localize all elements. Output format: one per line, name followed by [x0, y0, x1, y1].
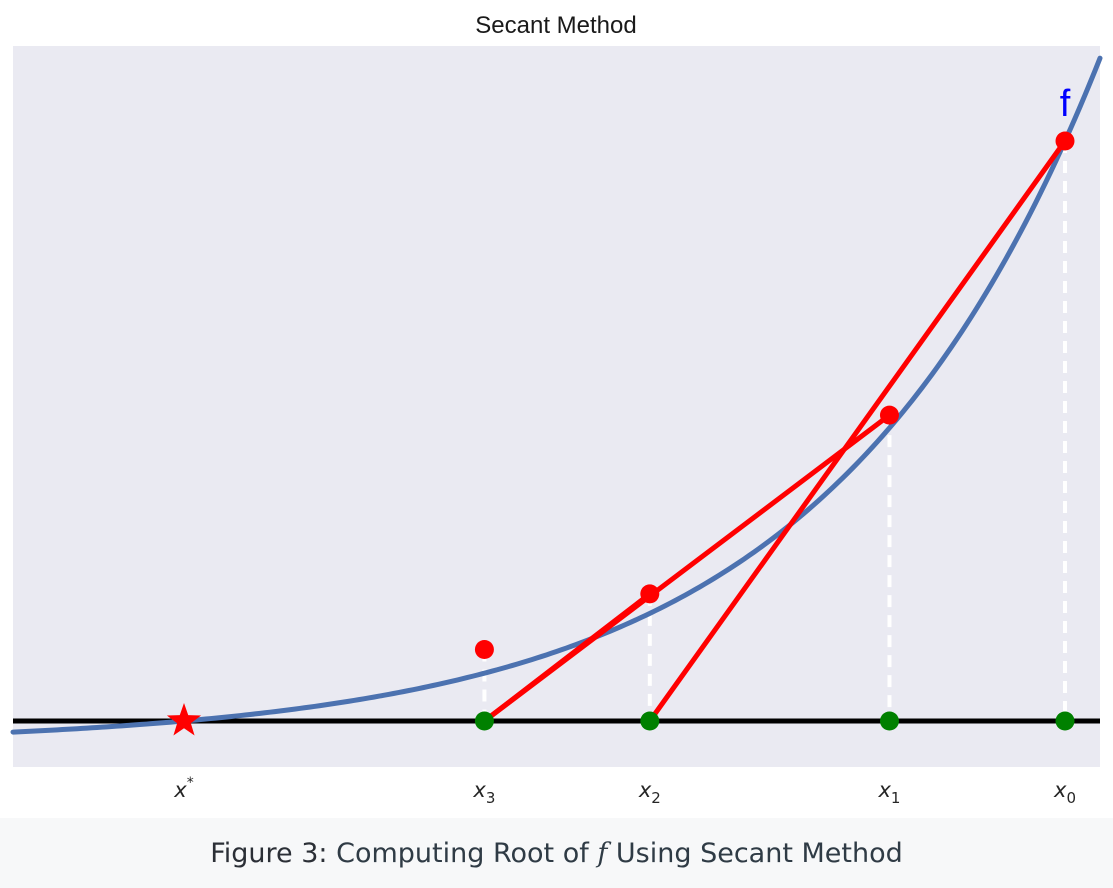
- tick-label-x3: x3: [472, 778, 495, 807]
- curve-point-x1: [879, 405, 899, 425]
- secant-figure: Secant Method f x* x3 x2 x1 x0: [10, 12, 1103, 807]
- tick-label-x0: x0: [1053, 778, 1076, 807]
- iterate-points: [474, 131, 1075, 731]
- figure-caption: Figure 3: Computing Root of f Using Seca…: [0, 818, 1113, 888]
- plot-background: [13, 46, 1100, 767]
- secant-lines: [481, 138, 1068, 724]
- curve-point-x3: [474, 639, 494, 659]
- curve-point-x2: [640, 584, 660, 604]
- axis-point-x2: [640, 711, 660, 731]
- secant-x2-x3: [481, 591, 653, 724]
- tick-label-x2: x2: [638, 778, 661, 807]
- axis-point-x1: [879, 711, 899, 731]
- tick-label-x-star: x*: [173, 775, 193, 802]
- plot-svg: Secant Method f x* x3 x2 x1 x0: [10, 12, 1103, 807]
- curve-label: f: [1060, 83, 1071, 125]
- axis-point-x3: [474, 711, 494, 731]
- curve-point-x0: [1055, 131, 1075, 151]
- caption-text-before: Computing Root of: [336, 837, 589, 869]
- caption-label: Figure 3:: [210, 837, 328, 869]
- axis-point-x0: [1055, 711, 1075, 731]
- secant-x0-x1: [647, 138, 1068, 724]
- root-star-marker: [166, 703, 202, 736]
- caption-text-after: Using Secant Method: [615, 837, 903, 869]
- caption-math-f: f: [597, 837, 608, 869]
- plot-title: Secant Method: [475, 12, 636, 39]
- tick-label-x1: x1: [877, 778, 900, 807]
- x-tick-labels: x* x3 x2 x1 x0: [173, 775, 1076, 807]
